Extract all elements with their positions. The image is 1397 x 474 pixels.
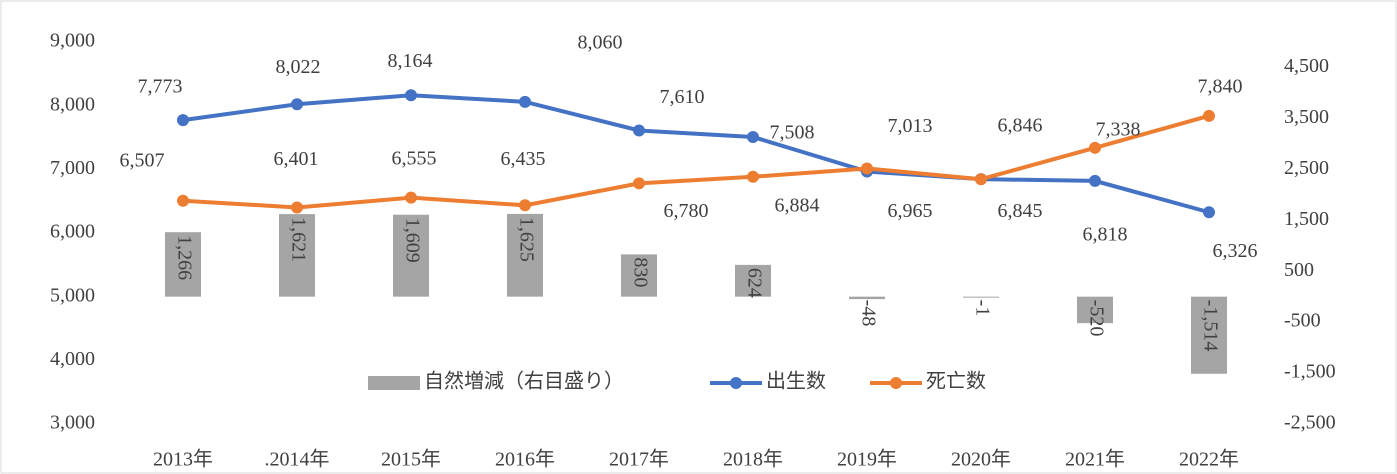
marker xyxy=(633,177,645,190)
y-tick-label: 6,000 xyxy=(50,221,95,243)
bar-value-label: 1,621 xyxy=(287,217,309,262)
value-label: 6,435 xyxy=(501,148,546,170)
value-label: 6,965 xyxy=(888,200,933,222)
marker xyxy=(1089,141,1101,154)
x-tick-label: 2018年 xyxy=(723,448,783,471)
value-label: 7,610 xyxy=(660,86,705,108)
value-label: 6,507 xyxy=(120,149,165,171)
y2-tick-label: 2,500 xyxy=(1284,157,1329,179)
bar-value-label: -1,514 xyxy=(1199,300,1221,352)
value-label: 7,840 xyxy=(1198,75,1243,97)
y2-tick-label: 4,500 xyxy=(1284,55,1329,77)
x-tick-label: 2020年 xyxy=(951,448,1011,471)
line xyxy=(182,113,1210,210)
marker xyxy=(747,130,759,143)
bar xyxy=(393,214,429,297)
bar xyxy=(1191,296,1227,374)
y-tick-label: 7,000 xyxy=(50,157,95,179)
marker xyxy=(975,173,987,186)
legend-marker xyxy=(730,377,742,389)
marker xyxy=(177,194,189,207)
marker xyxy=(519,95,531,108)
value-label: 8,164 xyxy=(388,50,433,72)
bar xyxy=(1077,296,1113,324)
bar xyxy=(963,296,999,298)
marker xyxy=(1089,174,1101,187)
bar-value-label: 1,266 xyxy=(173,235,195,280)
y2-tick-label: -500 xyxy=(1284,310,1321,332)
value-label: 7,773 xyxy=(138,76,183,98)
marker xyxy=(1203,206,1215,219)
x-tick-label: 2016年 xyxy=(495,448,555,471)
y2-tick-label: 500 xyxy=(1284,259,1314,281)
x-tick-label: 2022年 xyxy=(1179,448,1239,471)
y-tick-label: 3,000 xyxy=(50,412,95,434)
y-tick-label: 8,000 xyxy=(50,93,95,115)
bar-value-label: -520 xyxy=(1085,300,1107,337)
legend-label: 自然増減（右目盛り） xyxy=(424,370,624,393)
bar-value-label: 830 xyxy=(629,257,651,287)
marker xyxy=(1203,109,1215,122)
bar-value-label: -48 xyxy=(857,300,879,327)
bar xyxy=(507,213,543,297)
bar xyxy=(279,214,315,297)
x-tick-label: 2017年 xyxy=(609,448,669,471)
legend-marker xyxy=(890,377,902,389)
value-label: 6,884 xyxy=(775,194,820,216)
value-label: 6,780 xyxy=(664,200,709,222)
bar xyxy=(165,232,201,297)
value-label: 6,555 xyxy=(392,147,437,169)
y2-tick-label: 1,500 xyxy=(1284,208,1329,230)
value-label: 6,401 xyxy=(274,148,319,170)
bar xyxy=(621,254,657,297)
bar-value-label: 1,625 xyxy=(515,217,537,262)
x-tick-label: 2013年 xyxy=(153,448,213,471)
x-tick-label: .2014年 xyxy=(265,448,330,471)
x-tick-label: 2021年 xyxy=(1065,448,1125,471)
y-tick-label: 4,000 xyxy=(50,348,95,370)
marker xyxy=(747,170,759,183)
bar-value-label: -1 xyxy=(971,300,993,317)
line xyxy=(182,93,1210,215)
marker xyxy=(291,201,303,214)
legend-swatch xyxy=(368,376,420,390)
y-tick-label: 9,000 xyxy=(50,30,95,52)
x-tick-label: 2019年 xyxy=(837,448,897,471)
value-label: 6,818 xyxy=(1083,224,1128,246)
marker xyxy=(291,98,303,111)
marker xyxy=(405,191,417,204)
value-label: 7,338 xyxy=(1096,118,1141,140)
marker xyxy=(519,199,531,212)
legend-label: 死亡数 xyxy=(926,370,986,393)
value-label: 6,326 xyxy=(1213,240,1258,262)
y2-tick-label: 3,500 xyxy=(1284,106,1329,128)
y2-tick-label: -1,500 xyxy=(1284,361,1336,383)
marker xyxy=(177,114,189,127)
bar-value-label: 1,609 xyxy=(401,218,423,263)
bar xyxy=(849,296,885,300)
bar-value-label: 624 xyxy=(743,268,765,298)
marker xyxy=(405,89,417,102)
y2-tick-label: -2,500 xyxy=(1284,412,1336,434)
value-label: 6,846 xyxy=(998,115,1043,137)
value-label: 6,845 xyxy=(998,200,1043,222)
value-label: 8,060 xyxy=(578,31,623,53)
x-tick-label: 2015年 xyxy=(381,448,441,471)
marker xyxy=(633,124,645,137)
legend-label: 出生数 xyxy=(766,370,826,393)
value-label: 8,022 xyxy=(276,56,321,78)
bar xyxy=(735,264,771,297)
marker xyxy=(861,162,873,175)
value-label: 7,508 xyxy=(770,122,815,144)
value-label: 7,013 xyxy=(888,115,933,137)
y-tick-label: 5,000 xyxy=(50,284,95,306)
